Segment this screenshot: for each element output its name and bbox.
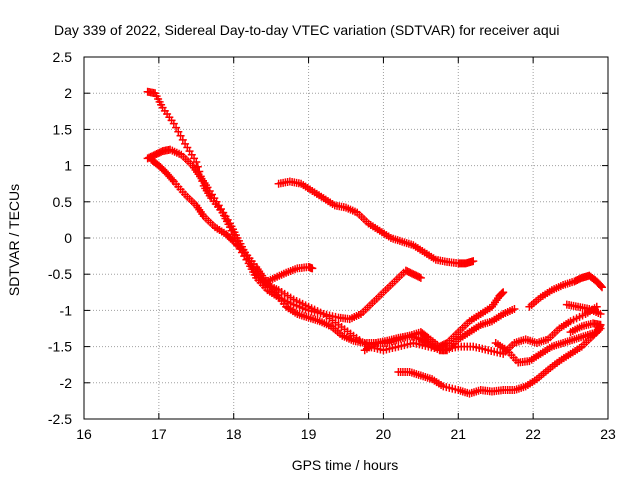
data-points: [143, 87, 607, 398]
data-point: [174, 127, 183, 136]
data-point: [596, 282, 605, 291]
x-tick-label: 17: [151, 426, 167, 442]
y-tick-label: 1: [64, 158, 72, 174]
data-point: [308, 264, 317, 273]
data-point: [469, 257, 478, 266]
x-axis-label: GPS time / hours: [292, 457, 399, 473]
y-tick-label: 2: [64, 85, 72, 101]
y-tick-label: -1.5: [48, 339, 72, 355]
x-tick-label: 19: [301, 426, 317, 442]
y-axis-ticks: -2.5 -2 -1.5 -1 -0.5 0 0.5 1 1.5 2 2.5: [48, 49, 608, 427]
data-point: [596, 320, 605, 329]
y-tick-label: 2.5: [53, 49, 73, 65]
x-axis-ticks: 16 17 18 19 20 21 22 23: [76, 57, 616, 442]
y-tick-label: 0: [64, 230, 72, 246]
series-arc-10: [562, 300, 605, 319]
y-axis-label: SDTVAR / TECUs: [6, 184, 22, 296]
series-arc-2: [143, 145, 601, 358]
series-arc-5: [274, 177, 478, 268]
y-tick-label: 0.5: [53, 194, 73, 210]
series-arc-4: [259, 262, 317, 287]
y-tick-label: 1.5: [53, 121, 73, 137]
data-point: [168, 175, 177, 184]
y-tick-label: -1: [60, 302, 73, 318]
chart-title: Day 339 of 2022, Sidereal Day-to-day VTE…: [54, 22, 560, 38]
series-arc-1: [143, 87, 425, 324]
series-arc-9: [525, 271, 607, 311]
y-tick-label: -2: [60, 375, 73, 391]
x-tick-label: 16: [76, 426, 92, 442]
data-point: [510, 304, 519, 313]
series-arc-11: [566, 319, 605, 337]
x-tick-label: 21: [450, 426, 466, 442]
data-point: [596, 310, 605, 319]
series-arc-6: [360, 288, 508, 355]
data-point: [416, 273, 425, 282]
x-tick-label: 20: [376, 426, 392, 442]
data-point: [499, 288, 508, 297]
data-point: [192, 157, 201, 166]
data-point: [169, 119, 178, 128]
y-tick-label: -0.5: [48, 266, 72, 282]
x-tick-label: 22: [525, 426, 541, 442]
data-point: [176, 131, 185, 140]
data-point: [178, 135, 187, 144]
data-point: [598, 283, 607, 292]
data-point: [172, 123, 181, 132]
data-point: [228, 236, 237, 245]
x-tick-label: 18: [226, 426, 242, 442]
x-tick-label: 23: [600, 426, 616, 442]
y-tick-label: -2.5: [48, 411, 72, 427]
